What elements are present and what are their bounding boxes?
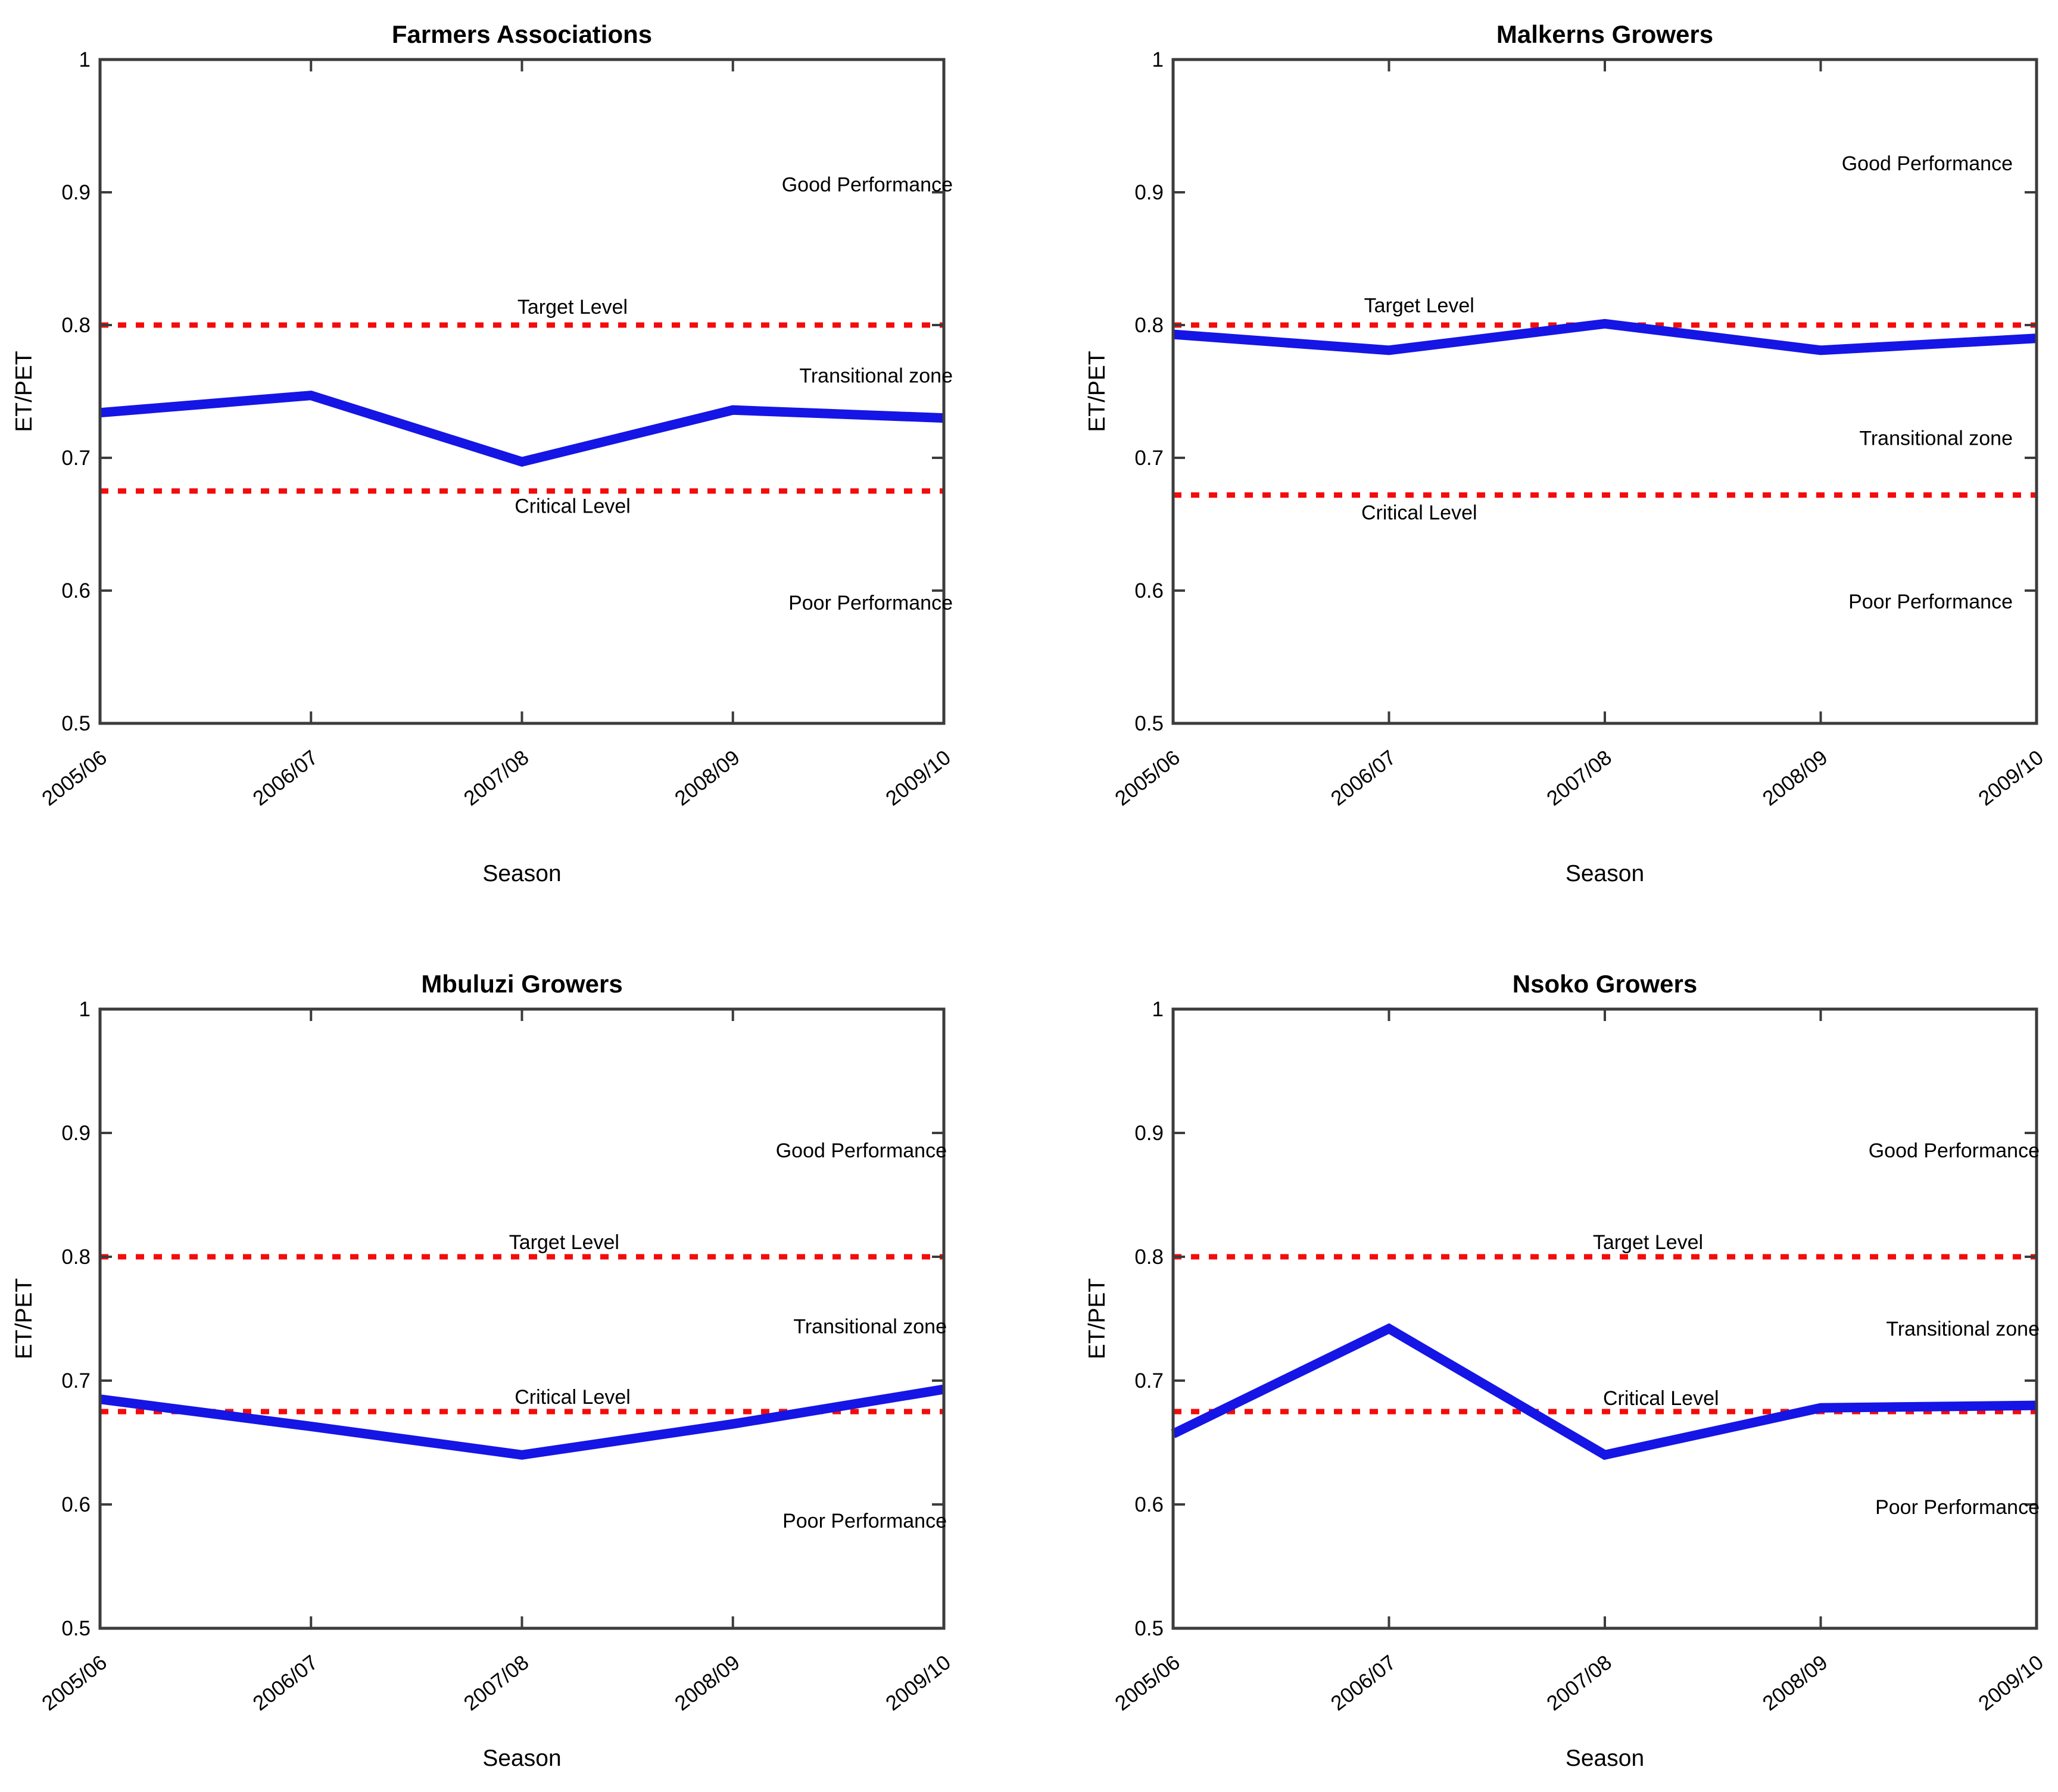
x-tick-label: 2007/08: [1542, 746, 1616, 811]
y-axis-label: ET/PET: [1084, 1278, 1110, 1360]
poor-performance-label: Poor Performance: [1848, 591, 2013, 613]
x-tick-label: 2008/09: [671, 746, 744, 811]
x-tick-label: 2005/06: [38, 1651, 111, 1716]
y-tick-label: 0.9: [61, 1122, 91, 1145]
y-tick-label: 0.7: [1134, 1369, 1164, 1393]
x-axis-label: Season: [1566, 861, 1644, 886]
x-tick-label: 2009/10: [881, 1651, 955, 1716]
critical-level-label: Critical Level: [1361, 501, 1477, 524]
x-tick-label: 2005/06: [1111, 1651, 1184, 1716]
x-tick-label: 2008/09: [1758, 1651, 1832, 1716]
x-tick-label: 2006/07: [1327, 746, 1401, 811]
chart-canvas-mbuluzi-growers: 1 0.9 0.8 0.7 0.6 0.5 2005/06 2006/07 2007/08 200…: [11, 970, 955, 1771]
chart-mbuluzi-growers: 1 0.9 0.8 0.7 0.6 0.5 2005/06 2006/07 2007/08 200…: [0, 896, 1029, 1792]
y-tick-label: 0.7: [61, 1369, 91, 1393]
target-level-label: Target Level: [1364, 295, 1474, 317]
x-tick-label: 2009/10: [881, 746, 955, 811]
x-tick-label: 2006/07: [1327, 1651, 1401, 1716]
chart-canvas-nsoko-growers: 1 0.9 0.8 0.7 0.6 0.5 2005/06 2006/07 2007/08 200…: [1084, 970, 2048, 1771]
transitional-zone-label: Transitional zone: [799, 365, 953, 388]
target-level-label: Target Level: [517, 296, 628, 319]
critical-level-label: Critical Level: [1603, 1387, 1719, 1410]
y-tick-label: 1: [1152, 998, 1164, 1021]
x-tick-label: 2007/08: [460, 1651, 534, 1716]
poor-performance-label: Poor Performance: [1875, 1496, 2040, 1519]
x-tick-label: 2007/08: [460, 746, 534, 811]
good-performance-label: Good Performance: [1842, 152, 2013, 175]
y-tick-label: 1: [1152, 48, 1164, 71]
y-tick-label: 0.9: [1134, 1122, 1164, 1145]
y-tick-label: 0.5: [61, 712, 91, 735]
axes-box: [98, 58, 946, 725]
poor-performance-label: Poor Performance: [782, 1510, 947, 1532]
x-tick-label: 2009/10: [1974, 746, 2048, 811]
y-tick-label: 0.8: [1134, 314, 1164, 337]
x-tick-label: 2008/09: [1758, 746, 1832, 811]
chart-nsoko-growers: 1 0.9 0.8 0.7 0.6 0.5 2005/06 2006/07 2007/08 200…: [1029, 896, 2058, 1792]
y-axis-label: ET/PET: [11, 1278, 37, 1360]
good-performance-label: Good Performance: [1869, 1139, 2040, 1162]
x-axis-label: Season: [482, 861, 561, 886]
y-tick-label: 0.8: [1134, 1245, 1164, 1269]
x-tick-label: 2009/10: [1974, 1651, 2048, 1716]
chart-farmers-associations: 1 0.9 0.8 0.7 0.6 0.5 2005/06 2006/07 2007/08 200…: [0, 0, 1029, 896]
y-tick-label: 0.6: [1134, 1493, 1164, 1516]
target-level-label: Target Level: [509, 1231, 619, 1254]
y-tick-label: 0.5: [1134, 712, 1164, 735]
y-tick-label: 1: [79, 998, 91, 1021]
y-tick-label: 0.6: [61, 1493, 91, 1516]
chart-canvas-malkerns-growers: 1 0.9 0.8 0.7 0.6 0.5 2005/06 2006/07 2007/08 200…: [1084, 20, 2048, 886]
chart-canvas-farmers-associations: 1 0.9 0.8 0.7 0.6 0.5 2005/06 2006/07 2007/08 200…: [11, 20, 955, 886]
chart-title: Malkerns Growers: [1496, 20, 1713, 48]
x-tick-label: 2007/08: [1542, 1651, 1616, 1716]
chart-title: Nsoko Growers: [1513, 970, 1697, 998]
et-pet-line: [1171, 1323, 2037, 1460]
y-tick-label: 0.9: [61, 181, 91, 204]
x-tick-label: 2008/09: [671, 1651, 744, 1716]
x-axis-label: Season: [482, 1746, 561, 1771]
target-level-label: Target Level: [1593, 1231, 1703, 1254]
transitional-zone-label: Transitional zone: [1859, 427, 2013, 450]
critical-level-label: Critical Level: [514, 495, 631, 517]
x-tick-label: 2005/06: [38, 746, 111, 811]
et-pet-line: [99, 391, 944, 467]
y-axis-label: ET/PET: [11, 351, 37, 432]
y-tick-label: 0.5: [61, 1617, 91, 1640]
critical-level-label: Critical Level: [514, 1386, 631, 1409]
poor-performance-label: Poor Performance: [788, 592, 953, 614]
x-tick-label: 2006/07: [248, 1651, 322, 1716]
transitional-zone-label: Transitional zone: [1886, 1318, 2040, 1341]
et-pet-line: [99, 1384, 945, 1460]
good-performance-label: Good Performance: [782, 174, 953, 196]
x-axis-label: Season: [1566, 1746, 1644, 1771]
good-performance-label: Good Performance: [776, 1139, 947, 1162]
transitional-zone-label: Transitional zone: [793, 1315, 947, 1338]
y-tick-label: 0.6: [1134, 579, 1164, 602]
y-tick-label: 0.8: [61, 314, 91, 337]
chart-malkerns-growers: 1 0.9 0.8 0.7 0.6 0.5 2005/06 2006/07 2007/08 200…: [1029, 0, 2058, 896]
y-tick-label: 0.5: [1134, 1617, 1164, 1640]
x-tick-label: 2005/06: [1111, 746, 1184, 811]
x-tick-label: 2006/07: [248, 746, 322, 811]
y-tick-label: 0.7: [61, 447, 91, 470]
y-tick-label: 0.7: [1134, 447, 1164, 470]
y-tick-label: 0.8: [61, 1245, 91, 1269]
y-tick-label: 1: [79, 48, 91, 71]
chart-title: Mbuluzi Growers: [421, 970, 622, 998]
y-axis-label: ET/PET: [1084, 351, 1110, 432]
y-tick-label: 0.6: [61, 579, 91, 602]
et-pet-line: [1173, 319, 2037, 355]
y-tick-label: 0.9: [1134, 181, 1164, 204]
chart-title: Farmers Associations: [392, 20, 652, 48]
